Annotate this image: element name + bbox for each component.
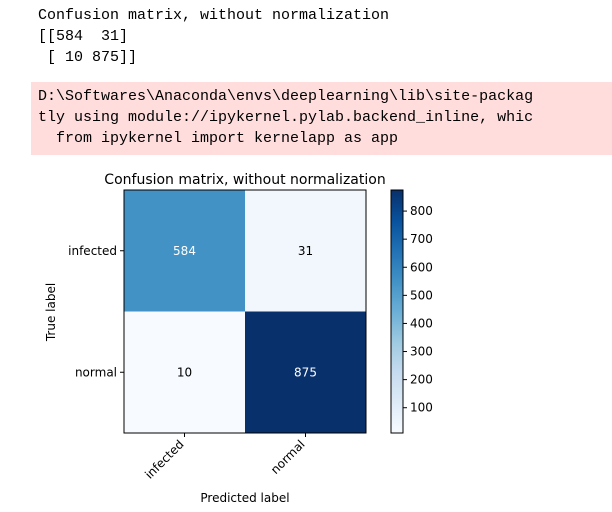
matrix-frame: [123, 189, 367, 434]
confusion-matrix-plot: Confusion matrix, without normalization …: [44, 172, 433, 505]
colorbar-tick-label: 200: [410, 373, 433, 387]
colorbar-tick-label: 800: [410, 204, 433, 218]
x-tick-label: normal: [268, 437, 308, 477]
stdout-line: [ 10 875]]: [38, 49, 138, 66]
y-axis-label: True label: [44, 283, 58, 342]
stdout-line: Confusion matrix, without normalization: [38, 7, 390, 24]
colorbar-tick-label: 100: [410, 401, 433, 415]
cell-value-label: 875: [294, 365, 317, 379]
colorbar-tick-label: 500: [410, 288, 433, 302]
matrix-cell: [124, 190, 245, 312]
x-tick-label: infected: [142, 437, 186, 481]
stderr-line: D:\Softwares\Anaconda\envs\deeplearning\…: [38, 88, 534, 105]
colorbar-tick-label: 700: [410, 232, 433, 246]
matrix-cell: [245, 190, 366, 312]
cell-value-label: 31: [298, 244, 313, 258]
stderr-line: tly using module://ipykernel.pylab.backe…: [38, 109, 534, 126]
y-tick-label: normal: [75, 365, 117, 379]
colorbar-tick-label: 400: [410, 316, 433, 330]
matrix-cell: [124, 311, 245, 433]
matrix-cell: [245, 311, 366, 433]
x-axis-label: Predicted label: [200, 491, 289, 505]
cell-value-label: 10: [177, 365, 192, 379]
colorbar: [390, 189, 404, 434]
stderr-output: D:\Softwares\Anaconda\envs\deeplearning\…: [31, 82, 612, 155]
colorbar-tick-label: 300: [410, 345, 433, 359]
y-tick-label: infected: [68, 244, 117, 258]
stdout-line: [[584 31]: [38, 28, 129, 45]
chart-title: Confusion matrix, without normalization: [104, 172, 385, 188]
stdout-output: Confusion matrix, without normalization …: [38, 5, 389, 68]
cell-value-label: 584: [173, 244, 196, 258]
stderr-line: from ipykernel import kernelapp as app: [38, 130, 399, 147]
colorbar-tick-label: 600: [410, 260, 433, 274]
